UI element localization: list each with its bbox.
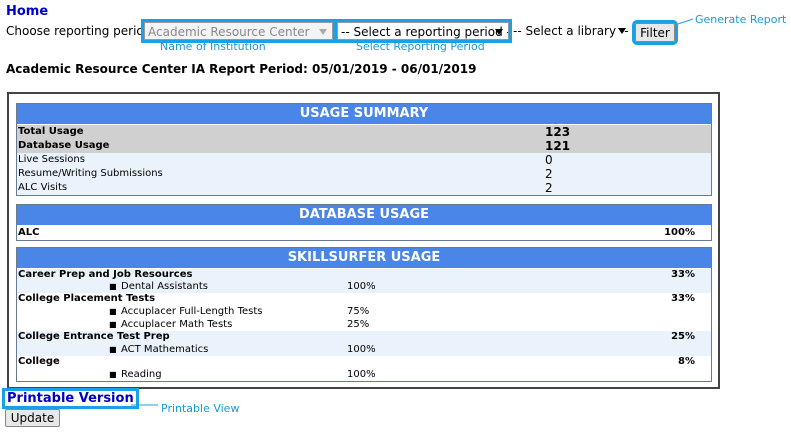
institution-annotation: Name of Institution xyxy=(160,40,266,53)
skill-item-row: ■ Accuplacer Full-Length Tests 75% xyxy=(17,305,711,318)
database-usage-header: DATABASE USAGE xyxy=(17,205,711,226)
skill-group-label: Career Prep and Job Resources xyxy=(18,269,193,280)
filter-button[interactable]: Filter xyxy=(632,20,678,45)
bullet-icon: ■ xyxy=(109,320,117,329)
skill-item-label: Accuplacer Math Tests xyxy=(121,319,233,330)
skill-item-pct: 100% xyxy=(347,369,376,380)
skill-group-label: College xyxy=(18,356,60,367)
skill-group-row: College Placement Tests 33% xyxy=(17,293,711,305)
skill-item-label: Accuplacer Full-Length Tests xyxy=(121,306,263,317)
library-select[interactable]: -- Select a library -- xyxy=(512,22,630,40)
skill-item-pct: 75% xyxy=(347,306,370,317)
skill-group-row: College 8% xyxy=(17,356,711,368)
usage-row-value: 123 xyxy=(545,125,571,139)
usage-row-total: Total Usage 123 xyxy=(17,125,711,139)
usage-row-label: Total Usage xyxy=(18,126,84,137)
skill-item-label: Dental Assistants xyxy=(121,281,208,292)
skill-item-row: ■ ACT Mathematics 100% xyxy=(17,343,711,356)
skill-item-pct: 100% xyxy=(347,281,376,292)
usage-row-label: Live Sessions xyxy=(18,154,85,165)
reporting-period-select[interactable]: -- Select a reporting period -- xyxy=(334,19,512,43)
database-row-alc: ALC 100% xyxy=(17,226,711,240)
usage-row-value: 2 xyxy=(545,181,553,195)
skill-item-row: ■ Accuplacer Math Tests 25% xyxy=(17,318,711,331)
usage-row-live: Live Sessions 0 xyxy=(17,153,711,167)
usage-row-label: Database Usage xyxy=(18,140,110,151)
database-row-pct: 100% xyxy=(664,227,695,238)
skill-group-pct: 33% xyxy=(671,269,695,280)
skill-item-label: ACT Mathematics xyxy=(121,344,209,355)
database-usage-section: DATABASE USAGE ALC 100% xyxy=(16,204,712,241)
usage-row-database: Database Usage 121 xyxy=(17,139,711,153)
skill-group-row: Career Prep and Job Resources 33% xyxy=(17,269,711,281)
usage-row-value: 0 xyxy=(545,153,553,167)
usage-row-label: Resume/Writing Submissions xyxy=(18,168,163,179)
skill-group-pct: 25% xyxy=(671,331,695,342)
usage-row-resume: Resume/Writing Submissions 2 xyxy=(17,167,711,181)
chevron-down-icon xyxy=(495,29,503,35)
usage-row-alc: ALC Visits 2 xyxy=(17,181,711,195)
skill-item-label: Reading xyxy=(121,369,162,380)
report-period-title: Academic Resource Center IA Report Perio… xyxy=(6,62,477,76)
bullet-icon: ■ xyxy=(109,370,117,379)
chevron-down-icon xyxy=(618,28,626,34)
update-button[interactable]: Update xyxy=(5,409,60,427)
skill-group-pct: 33% xyxy=(671,293,695,304)
database-row-label: ALC xyxy=(18,227,40,238)
printable-annotation: Printable View xyxy=(161,402,240,415)
institution-select-value: Academic Resource Center xyxy=(148,25,310,39)
library-select-value: -- Select a library -- xyxy=(513,24,629,38)
skill-group-pct: 8% xyxy=(678,356,695,367)
skill-item-pct: 100% xyxy=(347,344,376,355)
reporting-period-value: -- Select a reporting period -- xyxy=(341,25,509,39)
usage-summary-header: USAGE SUMMARY xyxy=(17,104,711,125)
choose-period-label: Choose reporting period: xyxy=(6,24,156,38)
usage-row-label: ALC Visits xyxy=(18,182,68,193)
skill-group-row: College Entrance Test Prep 25% xyxy=(17,331,711,343)
institution-select[interactable]: Academic Resource Center xyxy=(141,19,336,43)
skill-item-row: ■ Reading 100% xyxy=(17,368,711,381)
usage-row-value: 121 xyxy=(545,139,571,153)
skillsurfer-usage-header: SKILLSURFER USAGE xyxy=(17,248,711,269)
skill-group-label: College Placement Tests xyxy=(18,293,156,304)
skillsurfer-usage-section: SKILLSURFER USAGE Career Prep and Job Re… xyxy=(16,247,712,382)
skill-item-pct: 25% xyxy=(347,319,370,330)
home-link[interactable]: Home xyxy=(6,4,49,19)
bullet-icon: ■ xyxy=(109,307,117,316)
bullet-icon: ■ xyxy=(109,282,117,291)
bullet-icon: ■ xyxy=(109,345,117,354)
usage-summary-section: USAGE SUMMARY Total Usage 123 Database U… xyxy=(16,103,712,196)
skill-item-row: ■ Dental Assistants 100% xyxy=(17,281,711,293)
printable-version-link[interactable]: Printable Version xyxy=(2,388,139,409)
generate-report-annotation: Generate Report xyxy=(695,13,787,26)
skill-group-label: College Entrance Test Prep xyxy=(18,331,170,342)
chevron-down-icon xyxy=(319,29,327,35)
usage-row-value: 2 xyxy=(545,167,553,181)
report-container: USAGE SUMMARY Total Usage 123 Database U… xyxy=(7,92,720,389)
period-annotation: Select Reporting Period xyxy=(356,40,485,53)
